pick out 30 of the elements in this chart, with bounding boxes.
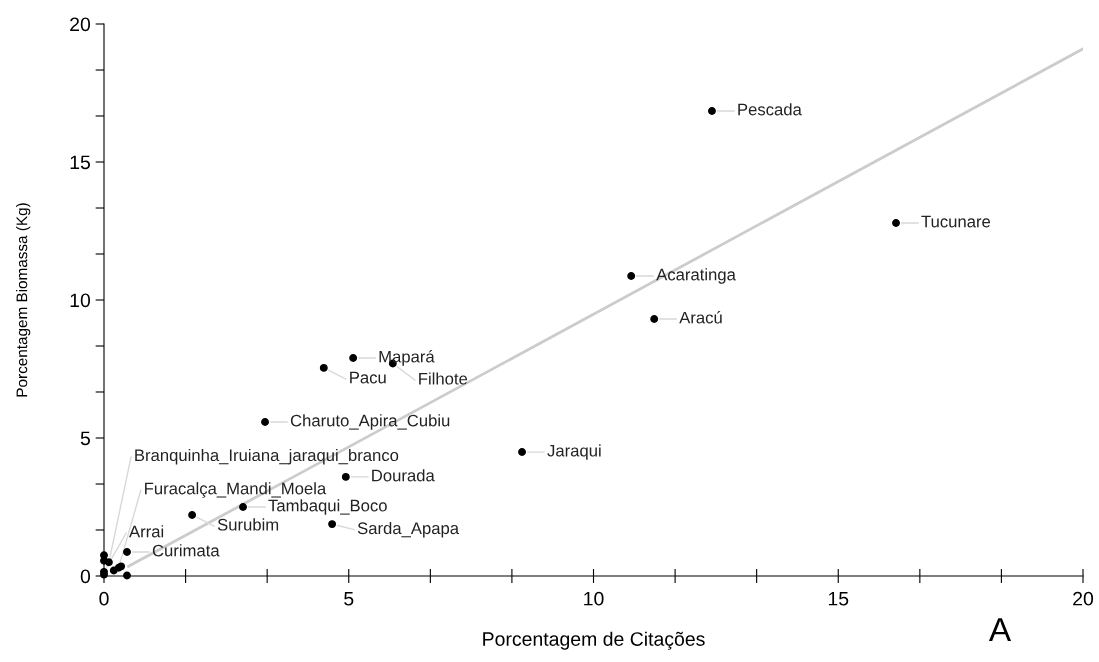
data-label: Acaratinga [656,268,736,284]
data-label: Aracú [679,311,722,324]
y-tick-label: 5 [80,431,90,446]
data-label: Surubim [217,518,279,531]
text: A [988,618,1012,642]
x-tick-label: 0 [99,591,109,606]
x-tick-label: 15 [828,591,849,606]
data-label: Pescada [738,103,802,116]
data-label: Arrai [129,525,164,538]
data-label: Tucunare [921,215,991,228]
data-label: Jaraqui [547,444,601,460]
x-tick-label: 10 [584,591,604,606]
data-label: Charuto_Apira_Cubiu [290,414,450,430]
y-axis-title: Porcentagem Biomassa (Kg) [16,203,31,397]
y-tick-label: 15 [70,155,90,170]
y-tick-label: 20 [70,17,91,32]
x-tick-label: 5 [344,591,354,606]
data-label: Branquinha_Iruiana_jaraqui_branco [135,448,399,465]
data-label: Filhote [419,372,468,385]
data-label: Mapará [379,350,435,366]
data-label: Pacu [350,371,386,384]
data-label: Sarda_Apapa [357,521,460,538]
data-label: Tambaqui_Boco [268,499,387,515]
data-label: Curimata [152,544,220,557]
y-tick-label: 10 [70,293,91,308]
y-tick-label: 0 [80,569,91,584]
data-label: Furacalça_Mandi_Moela [145,482,327,498]
x-axis-title: Porcentagem de Citações [483,631,705,650]
data-label: Dourada [372,469,435,482]
x-tick-label: 20 [1073,591,1094,606]
